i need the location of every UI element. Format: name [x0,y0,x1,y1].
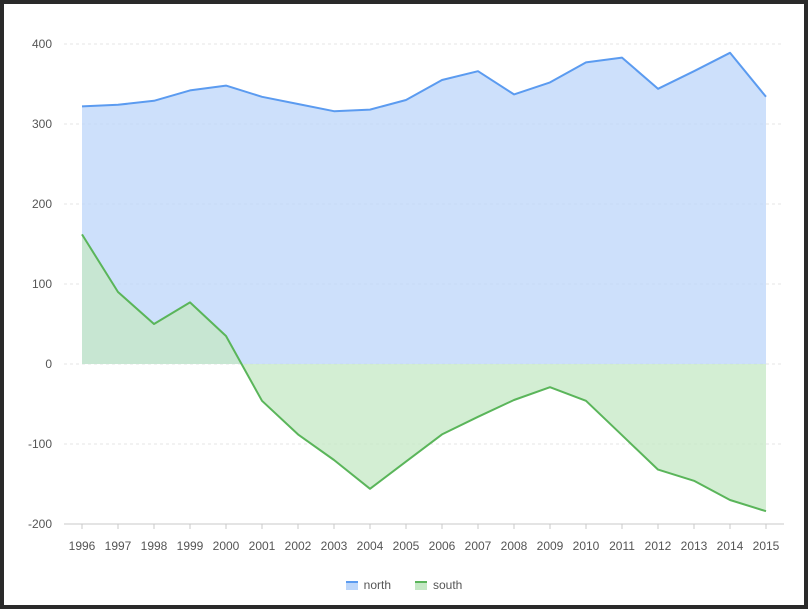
x-tick-label: 2011 [609,539,635,553]
x-tick-label: 2015 [753,539,780,553]
x-tick-label: 1996 [69,539,96,553]
legend: north south [4,575,804,595]
y-tick-label: -200 [28,517,52,531]
x-tick-label: 2010 [573,539,600,553]
x-tick-label: 2004 [357,539,384,553]
y-tick-label: 100 [32,277,52,291]
x-tick-label: 1998 [141,539,168,553]
x-tick-label: 2002 [285,539,312,553]
y-tick-label: 300 [32,117,52,131]
chart-frame: -200 -100 0 100 200 300 400 1996 1997 1998 1999 200… [4,4,804,605]
x-tick-label: 2013 [681,539,708,553]
axes: -200 -100 0 100 200 300 400 1996 1997 1998 1999 200… [28,37,784,553]
line-north [81,51,767,113]
x-tick-label: 2008 [501,539,528,553]
series-areas [82,52,766,512]
y-tick-label: 0 [45,357,52,371]
x-tick-label: 2014 [717,539,744,553]
x-tick-label: 2001 [249,539,276,553]
y-tick-label: 400 [32,37,52,51]
legend-item-south[interactable]: south [415,575,462,595]
x-tick-label: 1997 [105,539,132,553]
x-tick-label: 2005 [393,539,420,553]
y-tick-label: 200 [32,197,52,211]
legend-item-north[interactable]: north [345,575,391,595]
x-tick-label: 2003 [321,539,348,553]
x-tick-label: 2012 [645,539,672,553]
y-tick-label: -100 [28,437,52,451]
legend-swatch [345,580,358,590]
area-north [82,52,766,365]
legend-label: north [363,578,391,592]
area-chart: -200 -100 0 100 200 300 400 1996 1997 1998 1999 200… [28,37,784,553]
legend-label: south [433,578,463,592]
line-south [81,233,767,513]
legend-swatch [415,580,427,590]
x-tick-label: 2007 [465,539,492,553]
series-lines [81,51,767,513]
x-tick-label: 2000 [213,539,240,553]
x-tick-label: 2009 [537,539,564,553]
x-tick-label: 2006 [429,539,456,553]
area-south [82,234,766,512]
x-tick-label: 1999 [177,539,204,553]
